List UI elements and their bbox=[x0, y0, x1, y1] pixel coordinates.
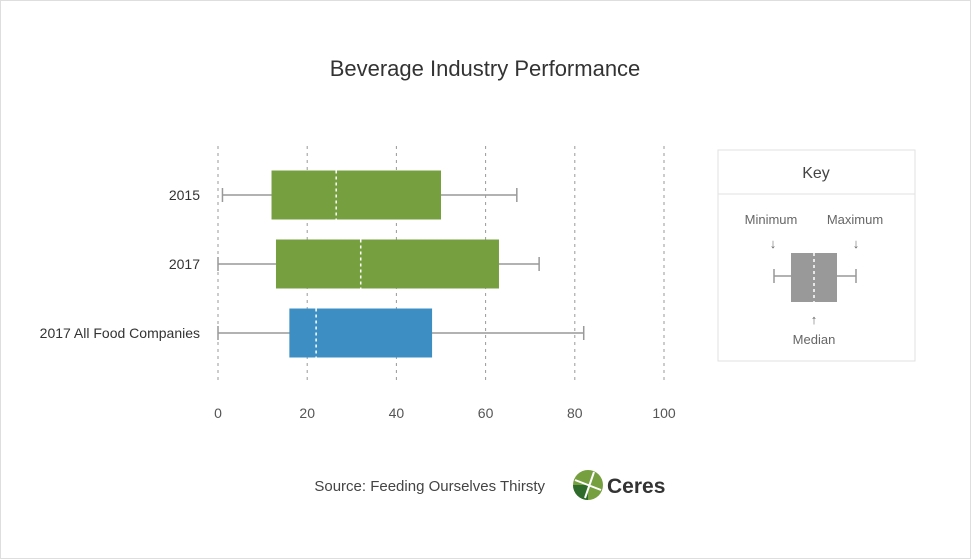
category-label-1: 2017 bbox=[169, 256, 200, 272]
source-text: Source: Feeding Ourselves Thirsty bbox=[314, 478, 545, 495]
tick-label-0: 0 bbox=[214, 405, 222, 421]
box-2 bbox=[289, 308, 433, 358]
box-0 bbox=[271, 170, 441, 220]
key-title: Key bbox=[802, 165, 830, 182]
key-maximum-arrow-icon: ↓ bbox=[853, 236, 860, 251]
tick-label-80: 80 bbox=[567, 405, 583, 421]
boxplot-2 bbox=[217, 308, 585, 358]
chart-title: Beverage Industry Performance bbox=[330, 56, 641, 81]
category-label-0: 2015 bbox=[169, 187, 200, 203]
key-maximum-label: Maximum bbox=[827, 212, 883, 227]
boxplot-0 bbox=[221, 170, 518, 220]
box-1 bbox=[275, 239, 499, 289]
category-label-2: 2017 All Food Companies bbox=[40, 325, 200, 341]
tick-label-20: 20 bbox=[299, 405, 315, 421]
ceres-logo-icon bbox=[573, 470, 603, 500]
tick-label-60: 60 bbox=[478, 405, 494, 421]
tick-label-100: 100 bbox=[652, 405, 676, 421]
key-median-arrow-icon: ↑ bbox=[811, 312, 818, 327]
x-axis-ticks: 0 20 40 60 80 100 bbox=[214, 405, 676, 421]
tick-label-40: 40 bbox=[389, 405, 405, 421]
key-minimum-label: Minimum bbox=[745, 212, 798, 227]
box-plots bbox=[217, 170, 585, 358]
category-labels: 2015 2017 2017 All Food Companies bbox=[40, 187, 201, 341]
key-minimum-arrow-icon: ↓ bbox=[770, 236, 777, 251]
boxplot-1 bbox=[217, 239, 540, 289]
key-median-label: Median bbox=[793, 332, 836, 347]
legend-key: Key Minimum Maximum ↓ ↓ ↑ Median bbox=[717, 149, 916, 362]
brand-name: Ceres bbox=[607, 475, 665, 498]
